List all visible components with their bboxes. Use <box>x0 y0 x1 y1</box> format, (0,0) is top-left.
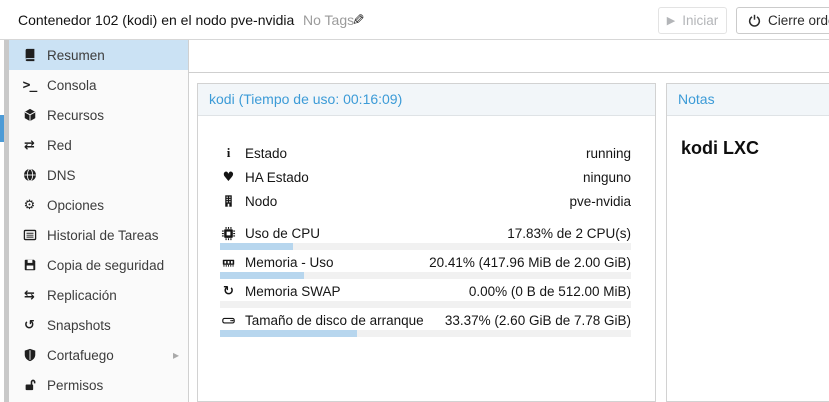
play-icon: ▶ <box>666 14 676 27</box>
shutdown-button-label: Cierre ordenado <box>768 13 829 28</box>
sidebar-item-permisos[interactable]: Permisos <box>9 370 188 400</box>
sidebar-item-historial[interactable]: Historial de Tareas <box>9 220 188 250</box>
network-icon: ⇄ <box>24 137 35 153</box>
row-label: HA Estado <box>245 169 309 185</box>
status-panel-title: kodi (Tiempo de uso: 00:16:09) <box>198 84 655 116</box>
status-row-nodo: Nodo pve-nvidia <box>220 189 631 213</box>
sidebar-item-snapshots[interactable]: ↺ Snapshots <box>9 310 188 340</box>
status-panel: kodi (Tiempo de uso: 00:16:09) i Estado … <box>197 83 656 402</box>
sidebar-item-resumen[interactable]: Resumen <box>9 40 188 70</box>
chevron-right-icon[interactable]: ▸ <box>172 348 179 362</box>
sidebar-item-label: Red <box>47 137 72 153</box>
row-label: Memoria - Uso <box>245 254 334 270</box>
disk-icon <box>220 314 237 327</box>
row-value: running <box>585 145 631 161</box>
sidebar-item-cortafuego[interactable]: Cortafuego ▸ <box>9 340 188 370</box>
memory-progress-bar <box>220 272 631 279</box>
status-panel-body: i Estado running ♥ HA Estado ninguno Nod… <box>198 116 655 401</box>
usage-row-swap: ↻ Memoria SWAP 0.00% (0 B de 512.00 MiB) <box>220 283 631 299</box>
row-spacer <box>220 213 631 225</box>
notes-panel: Notas kodi LXC <box>666 83 829 402</box>
start-button-label: Iniciar <box>682 13 719 28</box>
cube-icon <box>21 108 38 122</box>
sidebar-item-label: Snapshots <box>47 317 111 333</box>
status-row-ha: ♥ HA Estado ninguno <box>220 165 631 189</box>
cpu-icon <box>220 226 237 241</box>
row-value: 20.41% (417.96 MiB de 2.00 GiB) <box>429 254 631 270</box>
sidebar-item-opciones[interactable]: ⚙ Opciones <box>9 190 188 220</box>
resource-tree-edge <box>0 40 4 402</box>
row-value: ninguno <box>582 169 631 185</box>
power-icon <box>748 14 761 27</box>
gear-icon: ⚙ <box>23 197 36 213</box>
unlock-icon <box>21 378 38 392</box>
book-icon <box>21 48 38 62</box>
row-label: Nodo <box>245 193 278 209</box>
sidebar-item-label: Cortafuego <box>47 347 114 363</box>
row-label: Estado <box>245 145 288 161</box>
row-value: 0.00% (0 B de 512.00 MiB) <box>468 283 631 299</box>
sidebar-item-recursos[interactable]: Recursos <box>9 100 188 130</box>
info-icon: i <box>226 145 231 160</box>
swap-icon: ↻ <box>223 283 234 299</box>
globe-icon <box>21 168 38 182</box>
sidebar-item-label: Consola <box>47 77 97 93</box>
notes-panel-body[interactable]: kodi LXC <box>667 116 829 401</box>
usage-row-bootdisk: Tamaño de disco de arranque 33.37% (2.60… <box>220 312 631 328</box>
heartbeat-icon: ♥ <box>222 169 235 185</box>
row-value: 33.37% (2.60 GiB de 7.78 GiB) <box>444 312 631 328</box>
sidebar-item-label: Replicación <box>47 287 117 303</box>
sidebar-item-replicacion[interactable]: ⇆ Replicación <box>9 280 188 310</box>
sidebar-item-label: Recursos <box>47 107 105 123</box>
memory-icon <box>220 256 237 269</box>
task-list-icon <box>21 228 38 242</box>
edit-tags-icon[interactable]: ✎ <box>352 10 365 29</box>
floppy-icon <box>21 258 38 272</box>
cpu-progress-fill <box>220 243 294 250</box>
status-row-estado: i Estado running <box>220 141 631 165</box>
usage-row-memory: Memoria - Uso 20.41% (417.96 MiB de 2.00… <box>220 254 631 270</box>
sidebar-item-dns[interactable]: DNS <box>9 160 188 190</box>
guest-menu: Resumen >_ Consola Recursos ⇄ Red DNS ⚙ … <box>9 40 189 402</box>
sidebar-item-red[interactable]: ⇄ Red <box>9 130 188 160</box>
shutdown-button[interactable]: Cierre ordenado <box>736 7 829 34</box>
sidebar-item-copia-seguridad[interactable]: Copia de seguridad <box>9 250 188 280</box>
memory-progress-fill <box>220 272 304 279</box>
row-value: 17.83% de 2 CPU(s) <box>507 225 631 241</box>
bootdisk-progress-bar <box>220 330 631 337</box>
sidebar-item-label: Historial de Tareas <box>47 227 159 243</box>
content-divider <box>189 72 829 73</box>
sidebar-item-label: Permisos <box>47 377 104 393</box>
sidebar-item-consola[interactable]: >_ Consola <box>9 70 188 100</box>
panel-splitter[interactable] <box>4 40 9 402</box>
shield-icon <box>21 348 38 362</box>
guest-title: Contenedor 102 (kodi) en el nodo pve-nvi… <box>18 11 295 28</box>
sidebar-item-label: DNS <box>47 167 76 183</box>
swap-progress-bar <box>220 301 631 308</box>
history-icon: ↺ <box>24 317 35 333</box>
terminal-icon: >_ <box>22 77 38 93</box>
tree-selection-indicator <box>0 115 4 142</box>
usage-row-cpu: Uso de CPU 17.83% de 2 CPU(s) <box>220 225 631 241</box>
row-label: Tamaño de disco de arranque <box>245 312 424 328</box>
start-button[interactable]: ▶ Iniciar <box>658 7 727 34</box>
sidebar-item-label: Opciones <box>47 197 105 213</box>
row-label: Uso de CPU <box>245 225 321 241</box>
tags-label: No Tags <box>303 11 355 28</box>
building-icon <box>220 194 237 208</box>
sidebar-item-label: Copia de seguridad <box>47 257 165 273</box>
sidebar-item-label: Resumen <box>47 47 105 63</box>
row-label: Memoria SWAP <box>245 283 341 299</box>
replication-icon: ⇆ <box>24 287 35 303</box>
notes-panel-title: Notas <box>667 84 829 116</box>
bootdisk-progress-fill <box>220 330 358 337</box>
notes-content: kodi LXC <box>681 138 760 158</box>
cpu-progress-bar <box>220 243 631 250</box>
row-value: pve-nvidia <box>569 193 631 209</box>
guest-header-bar: Contenedor 102 (kodi) en el nodo pve-nvi… <box>0 0 829 40</box>
